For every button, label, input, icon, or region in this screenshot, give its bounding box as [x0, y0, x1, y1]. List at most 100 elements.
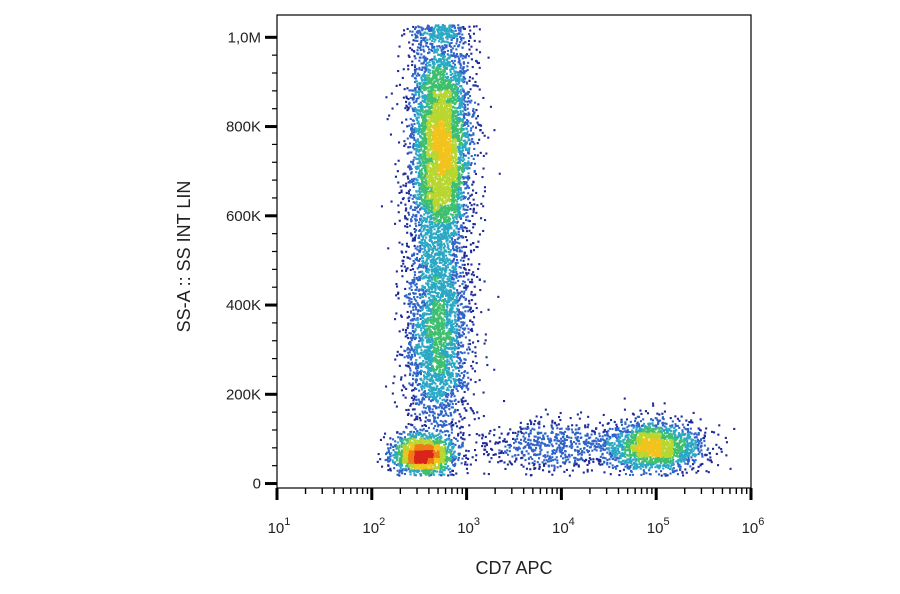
event-dot — [434, 38, 437, 41]
event-dot — [413, 330, 416, 333]
event-dot — [466, 215, 469, 218]
event-dot — [460, 381, 463, 384]
event-dot — [411, 408, 414, 411]
event-dot — [494, 453, 497, 456]
event-dot — [603, 460, 606, 463]
event-dot — [417, 25, 420, 28]
event-dot — [409, 117, 412, 120]
event-dot — [478, 28, 481, 31]
event-dot — [601, 452, 604, 455]
event-dot — [577, 451, 580, 454]
event-dot — [445, 288, 448, 291]
event-dot — [464, 100, 467, 103]
event-dot — [454, 66, 457, 69]
event-dot — [655, 417, 658, 420]
event-dot — [469, 35, 472, 38]
event-dot — [412, 260, 415, 263]
event-dot — [424, 63, 427, 66]
event-dot — [459, 110, 462, 113]
event-dot — [384, 459, 387, 462]
event-dot — [463, 253, 466, 256]
event-dot — [552, 459, 555, 462]
event-dot — [617, 441, 620, 444]
event-dot — [426, 395, 429, 398]
event-dot — [555, 434, 558, 437]
event-dot — [418, 335, 421, 338]
event-dot — [461, 68, 464, 71]
event-dot — [531, 457, 534, 460]
event-dot — [442, 263, 445, 266]
event-dot — [681, 433, 684, 436]
event-dot — [435, 241, 438, 244]
event-dot — [445, 46, 448, 49]
event-dot — [414, 66, 417, 69]
event-dot — [457, 57, 460, 60]
event-dot — [420, 385, 423, 388]
event-dot — [578, 449, 581, 452]
event-dot — [469, 342, 472, 345]
event-dot — [411, 264, 414, 267]
event-dot — [416, 148, 419, 151]
event-dot — [657, 419, 660, 422]
event-dot — [606, 448, 609, 451]
event-dot — [460, 365, 463, 368]
event-dot — [452, 234, 455, 237]
event-dot — [412, 402, 415, 405]
event-dot — [393, 467, 396, 470]
event-dot — [461, 321, 464, 324]
event-dot — [455, 375, 458, 378]
event-dot — [542, 454, 545, 457]
event-dot — [429, 59, 432, 62]
event-dot — [517, 430, 520, 433]
event-dot — [459, 41, 462, 44]
event-dot — [429, 36, 432, 39]
event-dot — [449, 73, 452, 76]
event-dot — [442, 274, 445, 277]
event-dot — [426, 288, 429, 291]
event-dot — [440, 48, 443, 51]
event-dot — [427, 26, 430, 29]
event-dot — [447, 279, 450, 282]
event-dot — [571, 424, 574, 427]
event-dot — [460, 71, 463, 74]
event-dot — [423, 424, 426, 427]
event-dot — [429, 411, 432, 414]
event-dot — [450, 428, 453, 431]
event-dot — [398, 474, 401, 477]
event-dot — [673, 427, 676, 430]
event-dot — [686, 439, 689, 442]
event-dot — [412, 39, 415, 42]
event-dot — [550, 431, 553, 434]
event-dot — [498, 436, 501, 439]
event-dot — [400, 376, 403, 379]
event-dot — [406, 267, 409, 270]
event-dot — [565, 468, 568, 471]
event-dot — [450, 374, 453, 377]
event-dot — [414, 236, 417, 239]
event-dot — [682, 457, 685, 460]
event-dot — [479, 289, 482, 292]
event-dot — [427, 426, 430, 429]
event-dot — [426, 384, 429, 387]
event-dot — [431, 295, 434, 298]
event-dot — [439, 430, 442, 433]
event-dot — [384, 432, 387, 435]
event-dot — [472, 157, 475, 160]
event-dot — [420, 393, 423, 396]
event-dot — [439, 419, 442, 422]
event-dot — [479, 129, 482, 132]
event-dot — [461, 334, 464, 337]
event-dot — [417, 131, 420, 134]
event-dot — [473, 162, 476, 165]
event-dot — [461, 102, 464, 105]
event-dot — [413, 313, 416, 316]
event-dot — [710, 461, 713, 464]
event-dot — [447, 263, 450, 266]
event-dot — [570, 442, 573, 445]
event-dot — [407, 200, 410, 203]
event-dot — [389, 455, 392, 458]
event-dot — [558, 444, 561, 447]
event-dot — [485, 443, 488, 446]
event-dot — [412, 399, 415, 402]
event-dot — [447, 376, 450, 379]
